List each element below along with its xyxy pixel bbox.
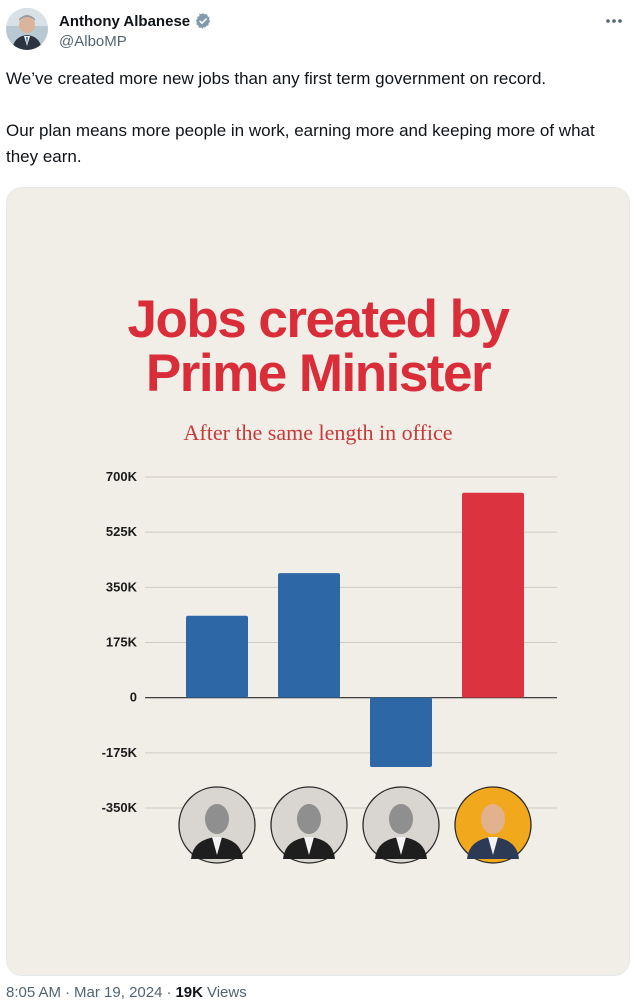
avatar[interactable] — [6, 8, 48, 50]
author-handle[interactable]: @AlboMP — [59, 33, 127, 50]
tweet-header: Anthony Albanese @AlboMP — [6, 8, 629, 56]
bar — [278, 573, 340, 698]
more-options-button[interactable] — [601, 10, 627, 32]
tweet-meta: 8:05 AM · Mar 19, 2024 · 19K Views — [6, 984, 247, 1001]
author-display-name[interactable]: Anthony Albanese — [59, 12, 191, 30]
chart-title-line: Prime Minister — [145, 344, 492, 403]
chart-subtitle: After the same length in office — [183, 420, 453, 445]
avatar-image — [6, 8, 48, 50]
bar — [370, 697, 432, 768]
chart-bars — [186, 492, 524, 768]
prime-minister-portrait — [454, 786, 532, 864]
y-tick-label: 0 — [130, 690, 137, 705]
more-dots-icon — [606, 19, 622, 23]
chart-title: Jobs created by Prime Minister — [7, 293, 629, 401]
portrait-face — [297, 804, 321, 834]
portrait-collar — [304, 837, 314, 855]
prime-minister-portrait — [270, 786, 348, 864]
portrait-face — [205, 804, 229, 834]
chart-title-line: Jobs created by — [127, 290, 510, 349]
portrait-collar — [488, 837, 498, 855]
y-tick-label: 175K — [106, 635, 138, 650]
bar-chart: 700K 525K 350K 175K 0 -175K -350K — [102, 469, 557, 864]
chart-y-ticks: 700K 525K 350K 175K 0 -175K -350K — [102, 469, 138, 815]
portrait-face — [389, 804, 413, 834]
tweet-time[interactable]: 8:05 AM — [6, 984, 62, 1001]
y-tick-label: 700K — [106, 469, 138, 484]
tweet-paragraph: Our plan means more people in work, earn… — [6, 121, 595, 166]
tweet-paragraph: We’ve created more new jobs than any fir… — [6, 69, 547, 88]
tweet-text: We’ve created more new jobs than any fir… — [6, 66, 626, 170]
portrait-collar — [212, 837, 222, 855]
portrait-face — [481, 804, 505, 834]
prime-minister-portrait — [178, 786, 256, 864]
views-label: Views — [206, 984, 247, 1001]
y-tick-label: -350K — [102, 800, 138, 815]
y-tick-label: 350K — [106, 579, 138, 594]
y-tick-label: -175K — [102, 745, 138, 760]
bar — [462, 492, 524, 698]
y-tick-label: 525K — [106, 524, 138, 539]
verified-badge-icon — [196, 13, 211, 29]
views-count: 19K — [175, 984, 203, 1001]
tweet-media-image[interactable]: Jobs created by Prime Minister After the… — [6, 187, 630, 976]
bar — [186, 615, 248, 698]
meta-separator: · — [65, 984, 71, 1001]
tweet-date[interactable]: Mar 19, 2024 — [74, 984, 163, 1001]
portrait-collar — [396, 837, 406, 855]
prime-minister-portrait — [362, 786, 440, 864]
meta-separator: · — [166, 984, 172, 1001]
chart-portraits — [178, 786, 532, 864]
